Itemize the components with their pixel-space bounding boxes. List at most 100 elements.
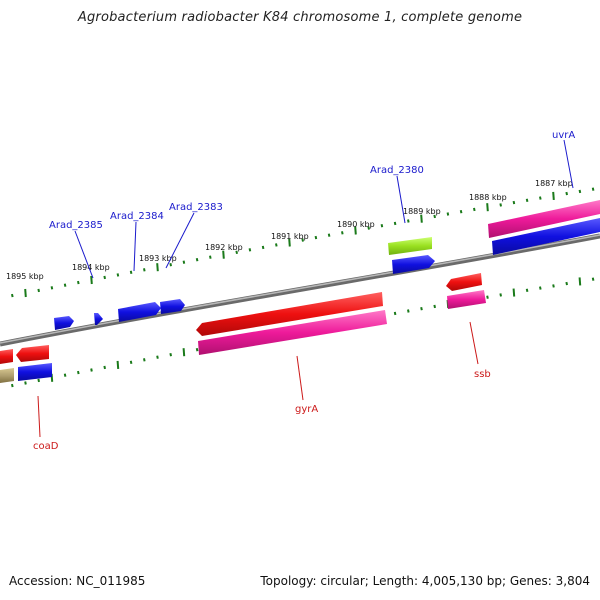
minor-tick — [129, 270, 133, 274]
minor-tick — [24, 381, 27, 385]
gene-labels: Arad_2385 Arad_2384 Arad_2383 Arad_2380 … — [33, 130, 575, 452]
gene-coad-red-left[interactable] — [0, 349, 13, 364]
gene-label-arad-2385[interactable]: Arad_2385 — [49, 220, 103, 231]
gene-gyra-pink-bar[interactable] — [198, 310, 387, 355]
gene-arad-2380-arrow[interactable] — [388, 237, 432, 255]
gene-label-ssb[interactable]: ssb — [474, 369, 491, 380]
major-tick — [90, 275, 93, 285]
minor-tick — [486, 295, 489, 299]
gene-arad-2380-lower-arrow[interactable] — [392, 255, 435, 274]
genome-summary-text: Topology: circular; Length: 4,005,130 bp… — [260, 574, 590, 588]
gene-uvra-pink-bar[interactable] — [488, 200, 600, 238]
gene-label-arad-2380[interactable]: Arad_2380 — [370, 165, 424, 176]
bottom-strand-genes — [0, 273, 486, 383]
minor-tick — [182, 260, 186, 264]
major-tick — [24, 288, 27, 298]
minor-tick — [209, 255, 212, 259]
minor-tick — [103, 365, 106, 370]
minor-tick — [499, 293, 502, 297]
gene-small-arrow[interactable] — [94, 313, 103, 325]
gene-coad-khaki[interactable] — [0, 368, 14, 383]
gene-uvra-blue-bar[interactable] — [492, 218, 600, 255]
major-tick — [116, 360, 120, 369]
minor-tick — [129, 360, 133, 364]
minor-tick — [341, 231, 344, 235]
minor-tick — [565, 281, 568, 286]
gene-label-coad[interactable]: coaD — [33, 441, 59, 452]
accession-text: Accession: NC_011985 — [9, 574, 146, 588]
minor-tick — [37, 288, 40, 293]
minor-tick — [77, 370, 80, 375]
minor-tick — [314, 235, 318, 240]
label-leader-lines — [37, 139, 574, 438]
minor-tick — [499, 203, 502, 207]
gene-label-arad-2383[interactable]: Arad_2383 — [169, 202, 223, 213]
minor-tick — [50, 286, 54, 290]
scale-label: 1889 kbp — [403, 207, 441, 216]
gene-label-arad-2384[interactable]: Arad_2384 — [110, 211, 164, 222]
minor-tick — [591, 187, 595, 191]
minor-tick — [116, 273, 120, 277]
gene-coad-blue[interactable] — [18, 363, 52, 381]
minor-tick — [393, 311, 397, 316]
scale-label: 1892 kbp — [205, 243, 243, 252]
major-tick — [486, 203, 489, 212]
outer-scale-ticks — [11, 187, 595, 298]
gene-ssb-red-arrow[interactable] — [446, 273, 482, 291]
gene-label-uvra[interactable]: uvrA — [552, 130, 575, 141]
map-title: Agrobacterium radiobacter K84 chromosome… — [77, 10, 523, 25]
minor-tick — [11, 293, 14, 298]
minor-tick — [446, 212, 450, 216]
minor-tick — [539, 196, 542, 200]
scale-label: 1893 kbp — [139, 254, 177, 263]
minor-tick — [525, 288, 529, 292]
minor-tick — [578, 189, 582, 194]
major-tick — [512, 288, 516, 297]
minor-tick — [327, 233, 331, 237]
minor-tick — [169, 353, 172, 357]
chromosome-backbone — [0, 233, 600, 347]
top-strand-genes — [54, 200, 600, 330]
gene-ssb-pink-bar[interactable] — [447, 290, 486, 309]
gene-arad-2383-arrow[interactable] — [160, 299, 185, 314]
major-tick — [354, 226, 357, 235]
minor-tick — [90, 368, 93, 372]
minor-tick — [235, 250, 238, 254]
gene-arad-2384-arrow[interactable] — [118, 302, 161, 322]
minor-tick — [143, 358, 146, 362]
gene-gyra-red-arrow[interactable] — [196, 292, 383, 336]
scale-label: 1887 kbp — [535, 179, 573, 188]
gene-arad-2385-arrow[interactable] — [54, 316, 74, 330]
minor-tick — [393, 221, 397, 226]
minor-tick — [156, 355, 159, 359]
scale-label: 1894 kbp — [72, 263, 110, 272]
minor-tick — [512, 200, 516, 205]
minor-tick — [407, 309, 410, 313]
minor-tick — [195, 348, 199, 352]
major-tick — [552, 191, 555, 200]
minor-tick — [591, 277, 595, 281]
major-tick — [420, 214, 423, 223]
minor-tick — [552, 284, 555, 288]
minor-tick — [433, 304, 436, 309]
minor-tick — [77, 280, 80, 285]
minor-tick — [169, 263, 172, 267]
minor-tick — [301, 238, 304, 242]
major-tick — [578, 277, 582, 286]
minor-tick — [473, 207, 476, 212]
minor-tick — [275, 243, 278, 247]
minor-tick — [143, 268, 146, 272]
minor-tick — [433, 214, 436, 219]
major-tick — [182, 348, 186, 357]
minor-tick — [380, 224, 384, 228]
major-tick — [222, 250, 225, 259]
minor-tick — [539, 286, 542, 290]
minor-tick — [420, 307, 423, 311]
minor-tick — [407, 219, 410, 223]
minor-tick — [261, 245, 265, 250]
gene-label-gyra[interactable]: gyrA — [295, 404, 318, 415]
scale-labels: 1895 kbp 1894 kbp 1893 kbp 1892 kbp 1891… — [6, 179, 573, 281]
minor-tick — [63, 373, 67, 377]
gene-coad-red-arrow[interactable] — [16, 345, 49, 362]
